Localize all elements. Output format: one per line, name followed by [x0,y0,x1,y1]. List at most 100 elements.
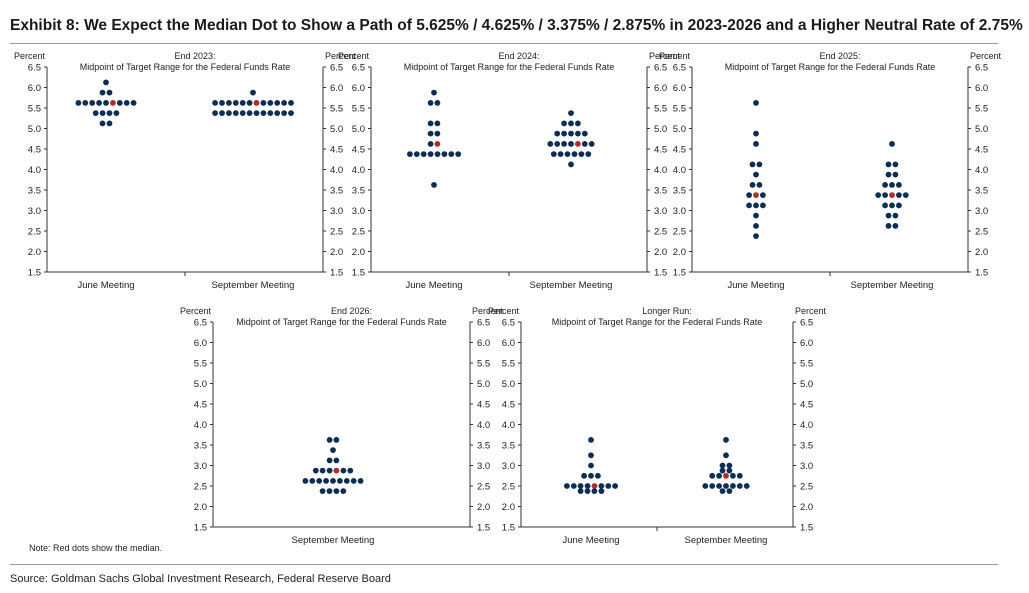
left-tick-label: 6.5 [352,63,365,74]
participant-dot [448,151,455,158]
participant-dot [82,100,89,106]
participant-dot [340,488,347,494]
median-dot [753,192,759,199]
right-axis-label: Percent [795,306,827,316]
participant-dot [420,151,427,158]
participant-dot [882,202,888,209]
participant-dot [106,120,113,127]
participant-dot [564,483,570,489]
participant-dot [106,110,113,116]
left-axis-label: Percent [180,306,212,316]
right-tick-label: 2.0 [330,247,343,258]
participant-dot [246,110,253,116]
participant-dot [92,110,99,116]
participant-dot [253,110,260,116]
participant-dot [749,161,756,168]
left-axis-label: Percent [659,51,691,61]
participant-dot [427,141,434,147]
left-tick-label: 1.5 [352,268,365,279]
participant-dot [343,478,350,484]
participant-dot [753,100,759,106]
participant-dot [605,483,612,489]
participant-dot [274,100,281,106]
left-axis-label: Percent [14,51,46,61]
source-text: Source: Goldman Sachs Global Investment … [10,573,391,585]
participant-dot [885,171,892,178]
participant-dot [723,437,729,443]
right-tick-label: 5.0 [330,124,343,135]
participant-dot [333,488,340,494]
participant-dot [239,100,246,106]
right-tick-label: 2.0 [654,247,667,258]
participant-dot [288,110,294,116]
left-tick-label: 2.5 [673,227,686,238]
participant-dot [746,192,752,199]
left-tick-label: 6.0 [352,83,365,94]
participant-dot [564,151,571,158]
participant-dot [106,89,113,96]
category-label: June Meeting [77,280,134,291]
left-tick-label: 2.5 [502,482,515,493]
median-dot [575,141,581,147]
right-tick-label: 6.5 [330,63,343,74]
participant-dot [743,483,750,489]
left-tick-label: 5.0 [352,124,365,135]
median-dot [723,472,729,479]
left-tick-label: 1.5 [673,268,686,279]
right-tick-label: 4.0 [800,420,813,431]
left-axis-label: Percent [338,51,370,61]
participant-dot [267,110,274,116]
right-axis-label: Percent [472,306,504,316]
participant-dot [568,130,574,137]
left-tick-label: 2.0 [673,247,686,258]
participant-dot [591,488,598,494]
left-tick-label: 5.0 [28,124,41,135]
participant-dot [330,478,336,484]
left-tick-label: 5.0 [673,124,686,135]
right-tick-label: 4.5 [800,400,813,411]
participant-dot [581,141,588,147]
bottom-rule [10,564,998,565]
median-dot [889,192,895,199]
participant-dot [326,437,333,443]
right-tick-label: 6.0 [975,83,988,94]
left-tick-label: 4.0 [352,165,365,176]
participant-dot [427,100,434,106]
left-tick-label: 3.0 [673,206,686,217]
chart-title: End 2024: [498,51,539,61]
participant-dot [875,192,882,199]
left-tick-label: 2.0 [194,502,207,513]
participant-dot [719,467,726,474]
participant-dot [581,130,588,137]
left-tick-label: 6.5 [194,318,207,329]
right-tick-label: 3.5 [800,441,813,452]
participant-dot [319,488,326,494]
category-label: September Meeting [292,535,375,546]
right-tick-label: 3.0 [975,206,988,217]
right-tick-label: 5.5 [800,359,813,370]
top-rule [10,43,998,44]
participant-dot [889,182,895,188]
participant-dot [902,192,909,199]
participant-dot [709,483,716,489]
participant-dot [212,110,219,116]
left-tick-label: 4.5 [502,400,515,411]
participant-dot [889,141,895,147]
participant-dot [702,483,709,489]
participant-dot [99,89,106,96]
left-tick-label: 3.5 [194,441,207,452]
participant-dot [889,202,895,209]
right-tick-label: 6.5 [975,63,988,74]
participant-dot [347,467,354,474]
right-tick-label: 1.5 [330,268,343,279]
participant-dot [588,437,594,443]
participant-dot [123,100,130,106]
participant-dot [99,120,106,127]
participant-dot [434,151,441,158]
right-tick-label: 5.0 [477,379,490,390]
participant-dot [340,467,347,474]
right-tick-label: 1.5 [654,268,667,279]
right-tick-label: 4.5 [975,145,988,156]
chart-subtitle: Midpoint of Target Range for the Federal… [725,62,935,72]
participant-dot [716,472,722,479]
